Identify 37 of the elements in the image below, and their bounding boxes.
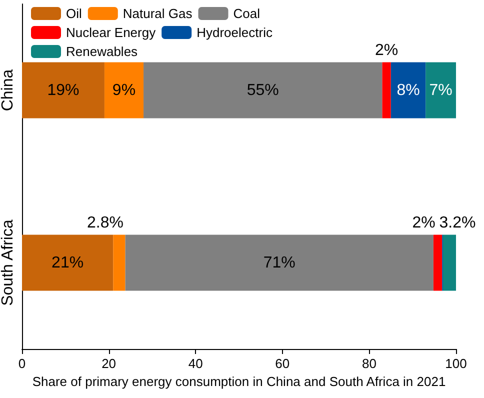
data-label: 2%	[374, 42, 398, 59]
bar	[113, 234, 126, 291]
bar	[125, 234, 434, 291]
bar	[382, 62, 391, 118]
x-tick-label: 60	[275, 356, 290, 371]
legend-label: Coal	[233, 6, 260, 21]
bar	[22, 234, 114, 291]
x-tick-label: 100	[445, 356, 467, 371]
data-label: 55%	[246, 82, 279, 99]
data-label: 2%	[412, 214, 436, 232]
data-label: 2.8%	[86, 214, 124, 232]
data-label: 7%	[429, 82, 452, 99]
data-label: 9%	[112, 82, 136, 99]
bar	[433, 234, 442, 291]
bar	[426, 62, 456, 118]
bar	[104, 62, 144, 118]
data-label: 21%	[52, 254, 84, 272]
bar	[442, 234, 456, 291]
bar	[144, 62, 382, 118]
x-tick-label: 20	[102, 356, 116, 371]
data-label: 3.2%	[439, 214, 476, 232]
legend-label: Nuclear Energy	[66, 25, 156, 40]
y-tick-label: South Africa	[0, 220, 16, 306]
legend-label: Hydroelectric	[196, 25, 273, 40]
bar	[390, 62, 426, 118]
x-tick-label: 40	[188, 356, 203, 371]
data-label: 8%	[396, 82, 420, 99]
bar	[22, 62, 104, 118]
x-axis-title: Share of primary energy consumption in China and South Africa in 2021	[32, 374, 446, 389]
y-tick-label: China	[0, 69, 16, 112]
legend-label: Oil	[66, 6, 82, 21]
legend-label: Renewables	[66, 44, 138, 59]
data-label: 19%	[47, 82, 80, 99]
data-label: 71%	[263, 254, 296, 272]
x-tick-label: 0	[18, 356, 26, 371]
legend-label: Natural Gas	[122, 6, 193, 21]
x-tick-label: 80	[362, 356, 376, 371]
